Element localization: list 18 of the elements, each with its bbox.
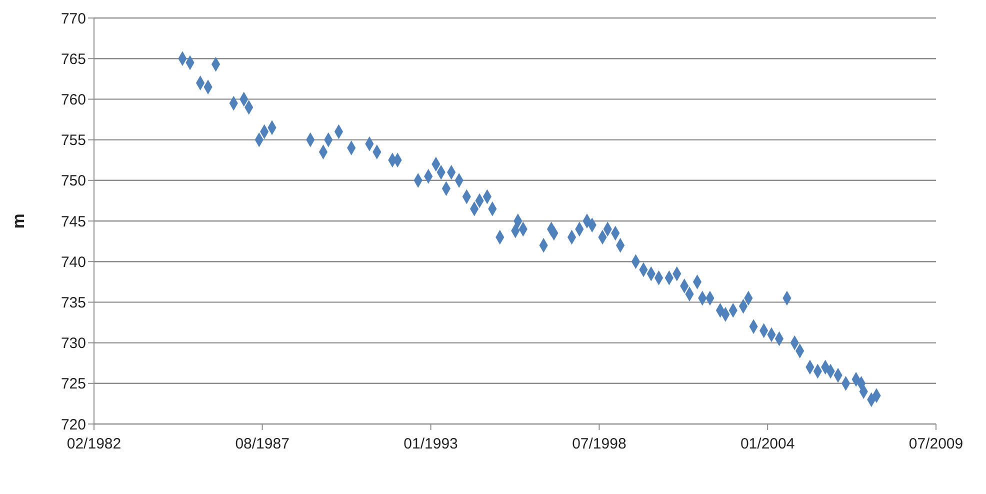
y-tick-label: 765 <box>60 50 86 68</box>
y-tick-label: 755 <box>60 132 86 150</box>
y-tick-label: 725 <box>60 376 86 393</box>
y-tick-label: 770 <box>60 10 86 28</box>
y-tick-label: 720 <box>60 416 86 434</box>
y-axis-title: m <box>9 213 28 229</box>
x-tick-label: 01/1993 <box>404 436 458 453</box>
y-tick-label: 735 <box>60 294 86 312</box>
x-tick-label: 01/2004 <box>740 436 795 453</box>
y-tick-label: 740 <box>60 254 86 271</box>
y-tick-label: 745 <box>60 213 86 230</box>
y-tick-label: 760 <box>60 92 86 109</box>
x-tick-label: 08/1987 <box>235 436 290 453</box>
x-tick-label: 07/2009 <box>908 436 964 453</box>
y-tick-label: 730 <box>60 335 86 352</box>
x-tick-label: 07/1998 <box>572 436 626 453</box>
y-tick-label: 750 <box>60 172 86 190</box>
x-tick-label: 02/1982 <box>66 436 122 453</box>
